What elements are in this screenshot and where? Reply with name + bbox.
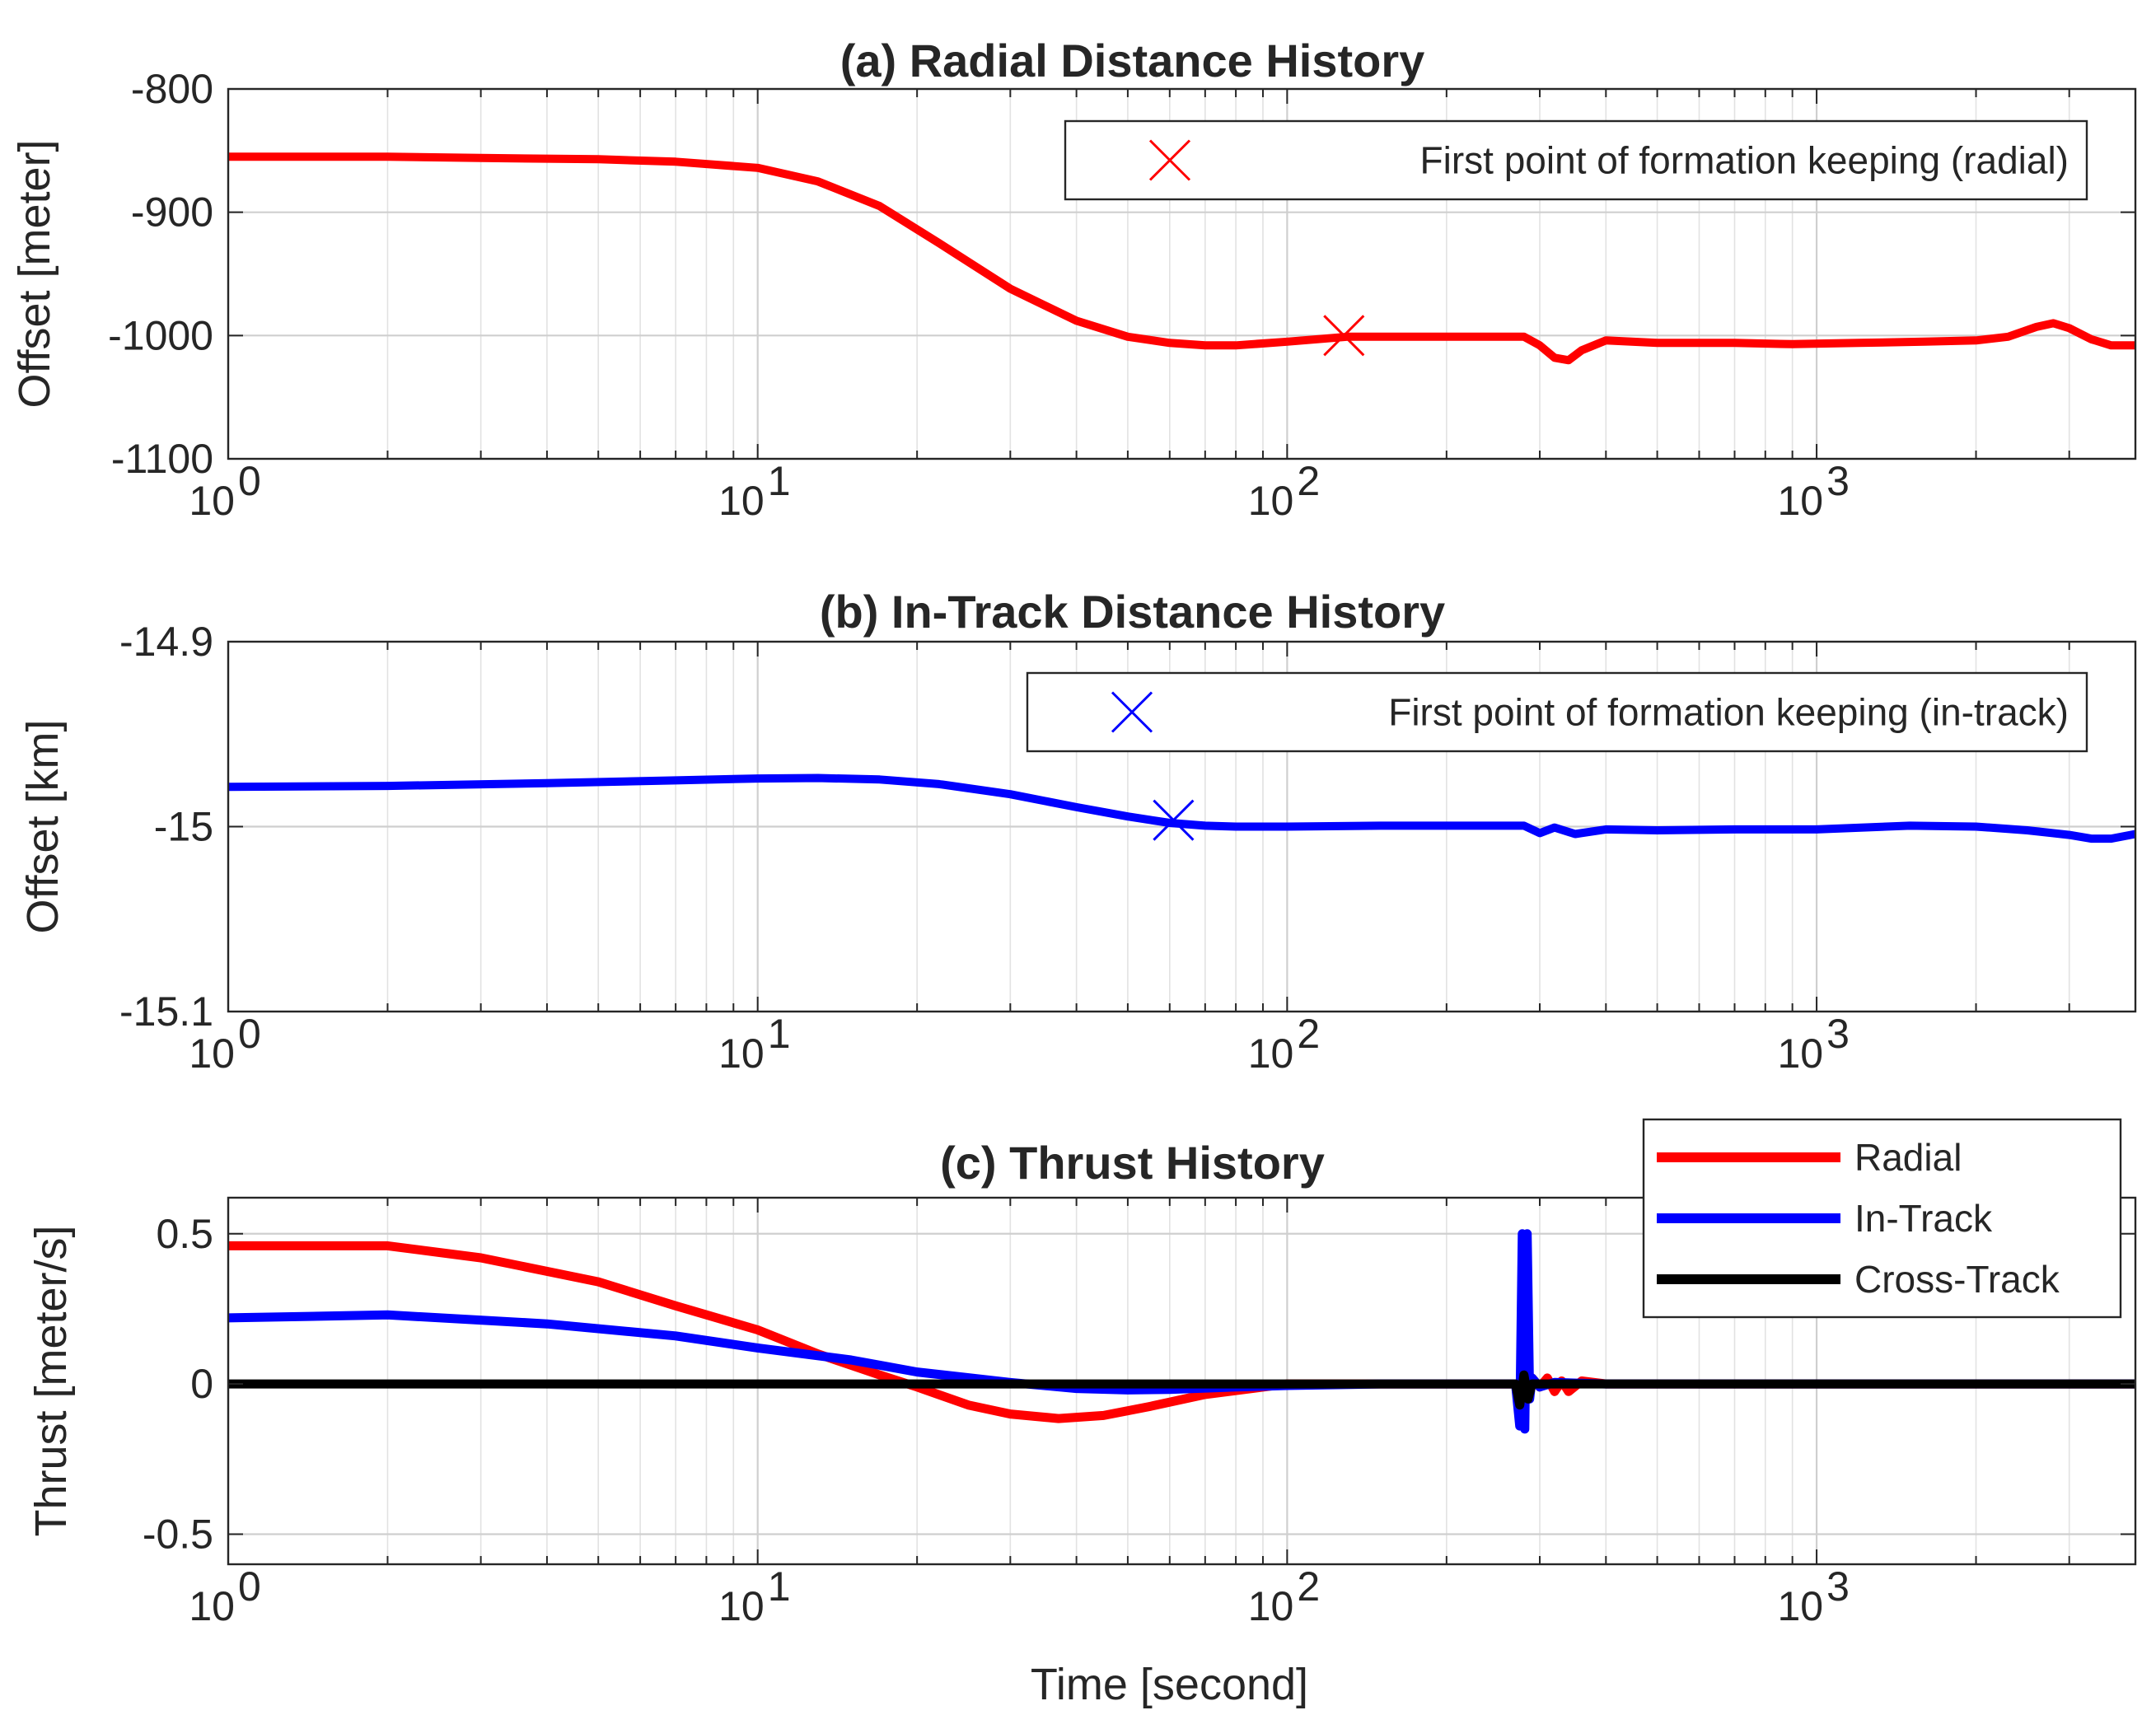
- x-tick-label: 10 2: [1248, 1563, 1320, 1629]
- panel-title: (b) In-Track Distance History: [820, 586, 1445, 638]
- y-tick-label: -1100: [111, 436, 213, 482]
- y-tick-label: 0.5: [156, 1211, 213, 1257]
- x-tick-exponent: 0: [238, 1563, 261, 1610]
- x-tick-base: 10: [1248, 1030, 1294, 1077]
- x-tick-label: 10 3: [1777, 1563, 1849, 1629]
- y-tick-label: -1000: [108, 312, 213, 358]
- x-tick-base: 10: [1777, 478, 1823, 524]
- legend: First point of formation keeping (in-tra…: [1026, 671, 2088, 753]
- legend-label: In-Track: [1854, 1197, 1993, 1240]
- marker-stroke: [1153, 799, 1195, 841]
- y-tick-label: -900: [131, 189, 213, 236]
- formation-keeping-marker: [1153, 799, 1195, 841]
- x-tick-exponent: 1: [768, 1563, 791, 1610]
- legend-label: First point of formation keeping (radial…: [1420, 139, 2069, 182]
- x-tick-base: 10: [1248, 478, 1294, 524]
- panel-title: (c) Thrust History: [940, 1137, 1325, 1189]
- axes-box: [227, 1196, 2137, 1566]
- axes-box: [227, 87, 2137, 460]
- x-tick-exponent: 0: [238, 1011, 261, 1057]
- y-tick-label: -800: [131, 66, 213, 112]
- series-group: [227, 773, 2136, 843]
- x-tick-label: 10 1: [718, 458, 790, 524]
- legend-label: First point of formation keeping (in-tra…: [1388, 691, 2069, 734]
- x-tick-label: 10 2: [1248, 1011, 1320, 1077]
- x-tick-base: 10: [718, 1030, 765, 1077]
- panel-b: -14.9-15-15.110 0 10 1 10 2 10 3(b) In-Track Di…: [18, 586, 2137, 1077]
- series-line-radial-distance: [228, 152, 2135, 365]
- x-axis-label: Time [second]: [1031, 1660, 1308, 1709]
- series-line-cross-track: [228, 1370, 2135, 1410]
- legend-label: Radial: [1854, 1136, 1962, 1179]
- series-group: [227, 1229, 2135, 1434]
- marker-stroke: [1323, 315, 1365, 357]
- series-group: [228, 152, 2135, 365]
- legend-marker-stroke: [1111, 691, 1153, 733]
- x-tick-label: 10 0: [189, 1011, 260, 1077]
- x-tick-exponent: 3: [1826, 458, 1850, 504]
- x-tick-base: 10: [1777, 1583, 1823, 1629]
- y-tick-label: -15.1: [119, 988, 213, 1035]
- x-tick-label: 10 2: [1248, 458, 1320, 524]
- x-tick-base: 10: [189, 478, 235, 524]
- series-line-in-track-distance: [227, 773, 2136, 843]
- x-tick-label: 10 1: [718, 1563, 790, 1629]
- y-tick-label: -15: [154, 804, 213, 850]
- legend-marker-icon: [1111, 691, 1153, 733]
- x-tick-exponent: 1: [768, 1011, 791, 1057]
- x-tick-label: 10 0: [189, 458, 260, 524]
- x-tick-exponent: 2: [1297, 458, 1320, 504]
- axes: -14.9-15-15.110 0 10 1 10 2 10 3: [119, 619, 2137, 1077]
- x-tick-exponent: 2: [1297, 1563, 1320, 1610]
- x-tick-base: 10: [189, 1583, 235, 1629]
- y-axis-label: Offset [km]: [18, 719, 68, 933]
- y-tick-label: 0: [190, 1361, 213, 1407]
- x-tick-base: 10: [189, 1030, 235, 1077]
- x-tick-exponent: 3: [1826, 1563, 1850, 1610]
- axes: 0.50-0.510 0 10 1 10 2 10 3: [143, 1196, 2137, 1629]
- y-tick-label: -14.9: [119, 619, 213, 665]
- x-tick-base: 10: [718, 478, 765, 524]
- x-tick-label: 10 3: [1777, 458, 1849, 524]
- x-tick-exponent: 2: [1297, 1011, 1320, 1057]
- legend: First point of formation keeping (radial…: [1064, 119, 2088, 201]
- x-tick-label: 10 1: [718, 1011, 790, 1077]
- formation-keeping-marker: [1323, 315, 1365, 357]
- y-axis-label: Offset [meter]: [10, 139, 59, 408]
- legend-marker-stroke: [1148, 139, 1191, 181]
- panel-c: 0.50-0.510 0 10 1 10 2 10 3(c) Thrust HistoryTh…: [26, 1118, 2137, 1709]
- panel-title: (a) Radial Distance History: [840, 35, 1425, 86]
- x-tick-base: 10: [1248, 1583, 1294, 1629]
- x-tick-exponent: 1: [768, 458, 791, 504]
- x-tick-base: 10: [1777, 1030, 1823, 1077]
- y-axis-label: Thrust [meter/s]: [26, 1225, 76, 1536]
- x-tick-base: 10: [718, 1583, 765, 1629]
- legend-box: [1064, 119, 2088, 201]
- legend: Radial In-Track Cross-Track: [1642, 1118, 2122, 1319]
- y-tick-label: -0.5: [143, 1512, 213, 1558]
- x-tick-exponent: 0: [238, 458, 261, 504]
- x-tick-exponent: 3: [1826, 1011, 1850, 1057]
- legend-label: Cross-Track: [1854, 1258, 2060, 1301]
- x-tick-label: 10 0: [189, 1563, 260, 1629]
- legend-box: [1026, 671, 2088, 753]
- x-tick-label: 10 3: [1777, 1011, 1849, 1077]
- legend-marker-icon: [1148, 139, 1191, 181]
